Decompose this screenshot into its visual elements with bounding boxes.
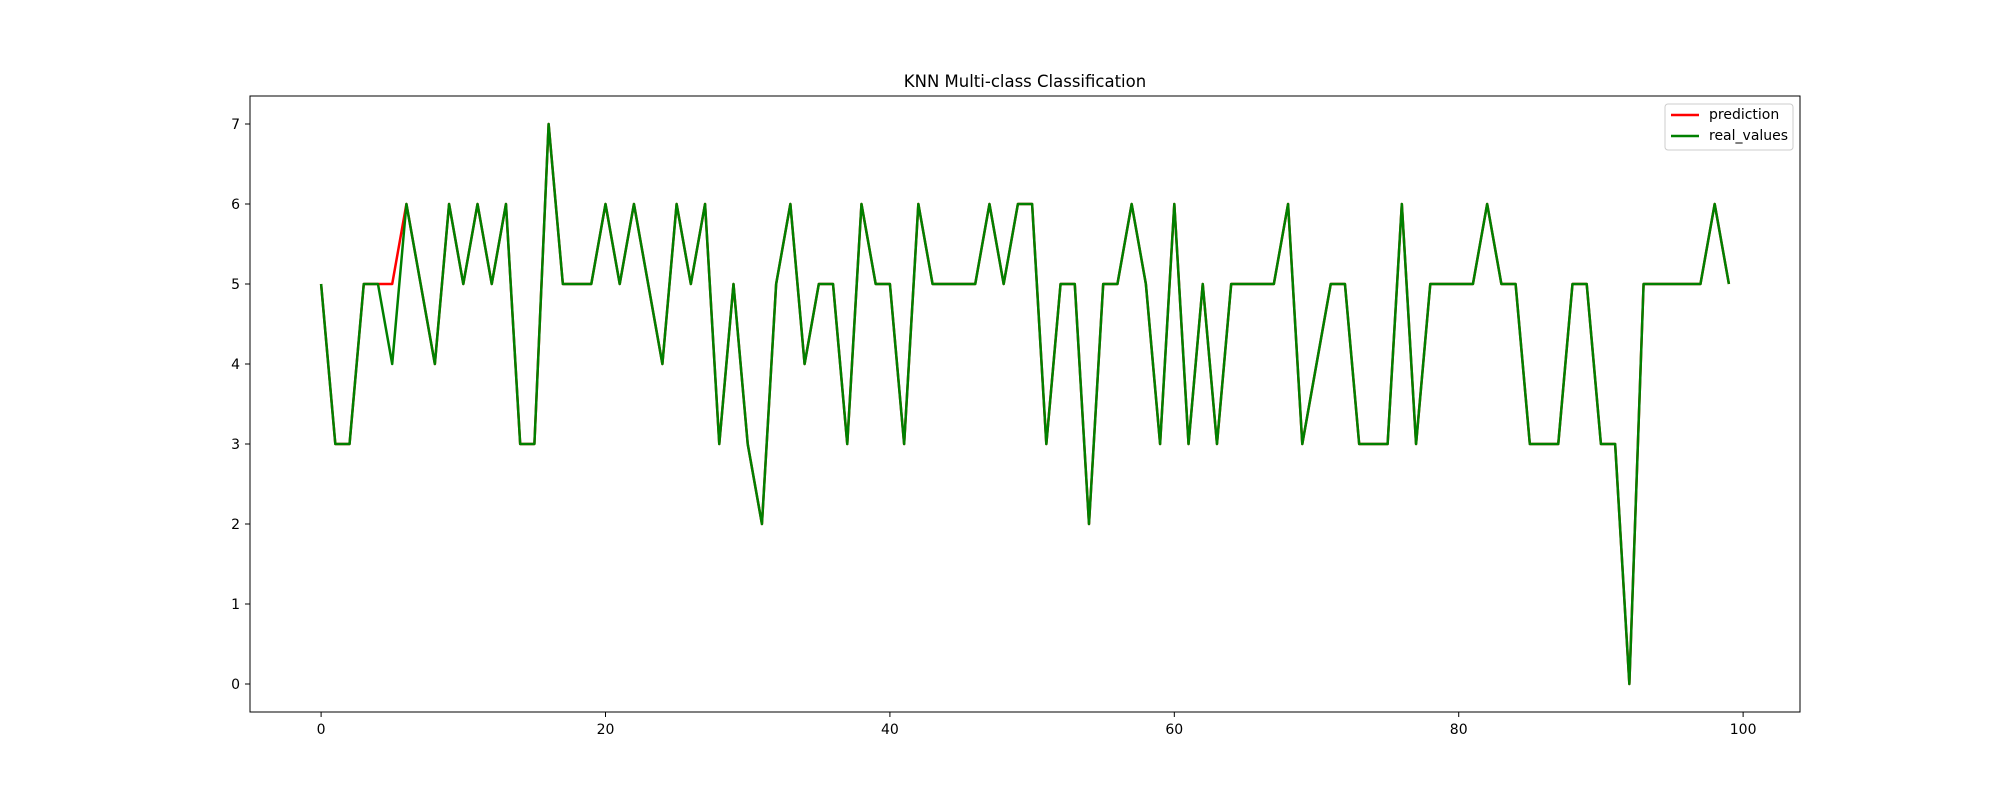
- y-axis: 0 1 2 3 4 5 6 7: [231, 117, 250, 693]
- y-tick-label: 3: [231, 437, 240, 453]
- legend-label-prediction: prediction: [1709, 107, 1779, 123]
- plot-area: [249, 95, 1801, 713]
- axes-frame: [249, 95, 1801, 713]
- y-tick-label: 2: [231, 517, 240, 533]
- y-tick-label: 7: [231, 117, 240, 133]
- x-tick-label: 20: [597, 722, 615, 738]
- y-tick-label: 1: [231, 597, 240, 613]
- legend: prediction real_values: [1664, 103, 1794, 151]
- x-tick-label: 0: [317, 722, 326, 738]
- series-line-real-values: [319, 122, 1731, 686]
- x-tick-label: 100: [1730, 722, 1757, 738]
- y-tick-label: 0: [231, 677, 240, 693]
- x-tick-label: 80: [1450, 722, 1468, 738]
- y-tick-label: 4: [231, 357, 240, 373]
- x-tick-label: 40: [881, 722, 899, 738]
- x-tick-label: 60: [1165, 722, 1183, 738]
- x-axis: 0 20 40 60 80 100: [317, 712, 1757, 738]
- y-tick-label: 5: [231, 277, 240, 293]
- chart-title: KNN Multi-class Classification: [904, 72, 1146, 91]
- series-group: [319, 122, 1731, 686]
- y-tick-label: 6: [231, 197, 240, 213]
- legend-label-real-values: real_values: [1709, 128, 1788, 144]
